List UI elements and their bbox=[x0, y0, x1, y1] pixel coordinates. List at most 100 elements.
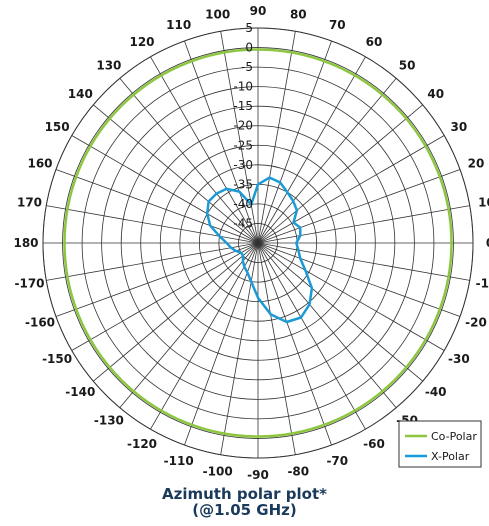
chart-title-block: Azimuth polar plot* (@1.05 GHz) bbox=[0, 486, 489, 518]
grid-spoke bbox=[257, 135, 445, 244]
radial-tick-label: -30 bbox=[233, 158, 253, 172]
grid-ring bbox=[140, 125, 376, 361]
angular-tick-label: 20 bbox=[468, 157, 485, 171]
radial-tick-label: -35 bbox=[233, 177, 253, 191]
grid-spoke bbox=[55, 242, 259, 317]
grid-spoke bbox=[150, 242, 259, 430]
radial-tick-label: -40 bbox=[233, 197, 253, 211]
grid-ring bbox=[159, 144, 357, 342]
grid-ring bbox=[120, 105, 396, 381]
angular-tick-label: 160 bbox=[27, 157, 52, 171]
angular-tick-label: 70 bbox=[329, 18, 346, 32]
angular-tick-label: -70 bbox=[326, 454, 348, 468]
legend-label: X-Polar bbox=[431, 450, 470, 463]
radial-tick-label: -10 bbox=[233, 80, 253, 94]
grid-spoke bbox=[257, 56, 366, 244]
polar-chart: 50-5-10-15-20-25-30-35-40-45 01020304050… bbox=[13, 4, 489, 482]
grid-spoke bbox=[46, 205, 259, 244]
grid-spoke bbox=[220, 31, 259, 244]
angular-tick-label: 10 bbox=[478, 196, 489, 210]
grid-ring bbox=[238, 223, 278, 263]
angular-tick-label: 170 bbox=[17, 196, 42, 210]
grid-ring bbox=[81, 66, 435, 420]
angular-tick-label: 80 bbox=[290, 8, 307, 22]
grid-spoke bbox=[257, 104, 423, 244]
angular-tick-label: 50 bbox=[399, 58, 416, 72]
angular-tick-label: -130 bbox=[94, 414, 124, 428]
grid-ring bbox=[179, 164, 337, 322]
angular-tick-label: -140 bbox=[65, 385, 95, 399]
angular-tick-label: -60 bbox=[363, 437, 385, 451]
angular-tick-label: -10 bbox=[476, 276, 489, 290]
angular-tick-label: 130 bbox=[96, 58, 121, 72]
grid-spoke bbox=[150, 56, 259, 244]
angular-tick-label: 40 bbox=[427, 87, 444, 101]
grid-spoke bbox=[257, 40, 332, 244]
angular-tick-label: -30 bbox=[448, 352, 470, 366]
angular-tick-label: 180 bbox=[13, 236, 38, 250]
legend-box bbox=[398, 420, 482, 468]
grid-spoke bbox=[257, 169, 461, 244]
series-line-x-polar bbox=[205, 176, 314, 324]
grid-spoke bbox=[46, 242, 259, 281]
grid-spoke bbox=[93, 104, 259, 244]
series-line-co-polar bbox=[63, 48, 453, 438]
grid-outer-ring bbox=[42, 27, 474, 459]
grid-spoke bbox=[257, 242, 366, 430]
radial-tick-label: -45 bbox=[233, 216, 253, 230]
angular-tick-label: 110 bbox=[166, 18, 191, 32]
grid-spoke bbox=[184, 242, 259, 446]
grid-spoke bbox=[257, 242, 332, 446]
radial-tick-label: 5 bbox=[245, 21, 253, 35]
grid-spoke bbox=[257, 242, 423, 382]
radial-tick-label: -25 bbox=[233, 138, 253, 152]
grid-spoke bbox=[119, 78, 259, 244]
radial-tick-label: -20 bbox=[233, 119, 253, 133]
angular-tick-label: -150 bbox=[42, 352, 72, 366]
angular-tick-labels: 0102030405060708090100110120130140150160… bbox=[13, 4, 489, 482]
grid-spoke bbox=[257, 31, 296, 244]
angular-tick-label: 140 bbox=[68, 87, 93, 101]
grid-ring bbox=[101, 86, 415, 400]
grid-spoke bbox=[71, 242, 259, 351]
angular-tick-label: 120 bbox=[129, 35, 154, 49]
chart-subtitle: (@1.05 GHz) bbox=[192, 501, 297, 519]
angular-tick-label: -100 bbox=[203, 465, 233, 479]
grid-spoke bbox=[257, 78, 397, 244]
angular-tick-label: -40 bbox=[425, 385, 447, 399]
grid-spoke bbox=[184, 40, 259, 244]
grid-spoke bbox=[71, 135, 259, 244]
radial-tick-label: 0 bbox=[245, 41, 253, 55]
angular-tick-label: -90 bbox=[247, 468, 269, 482]
grid-spoke bbox=[55, 169, 259, 244]
grid-spoke bbox=[257, 242, 461, 317]
angular-tick-label: -170 bbox=[14, 276, 44, 290]
grid-ring bbox=[62, 47, 454, 439]
chart-title: Azimuth polar plot* bbox=[162, 485, 327, 503]
angular-tick-label: -160 bbox=[25, 315, 55, 329]
angular-tick-label: 90 bbox=[250, 4, 267, 18]
series-layer bbox=[63, 48, 453, 438]
polar-grid bbox=[42, 27, 474, 459]
grid-spoke bbox=[257, 205, 470, 244]
angular-tick-label: 60 bbox=[366, 35, 383, 49]
angular-tick-label: -110 bbox=[164, 454, 194, 468]
grid-spoke bbox=[257, 242, 397, 408]
legend-label: Co-Polar bbox=[431, 430, 477, 443]
angular-tick-label: 30 bbox=[451, 120, 468, 134]
grid-spoke bbox=[257, 242, 470, 281]
grid-spoke bbox=[119, 242, 259, 408]
legend: Co-Polar X-Polar bbox=[398, 420, 482, 468]
grid-spoke bbox=[93, 242, 259, 382]
grid-spoke bbox=[257, 242, 445, 351]
angular-tick-label: 150 bbox=[45, 120, 70, 134]
angular-tick-label: -120 bbox=[127, 437, 157, 451]
radial-tick-label: -5 bbox=[241, 60, 253, 74]
angular-tick-label: 0 bbox=[486, 236, 489, 250]
angular-tick-label: -20 bbox=[465, 315, 487, 329]
grid-spoke bbox=[257, 242, 296, 455]
angular-tick-label: -80 bbox=[287, 465, 309, 479]
radial-tick-label: -15 bbox=[233, 99, 253, 113]
radial-tick-labels: 5 0 -5 -10 -15 -20 -25 -30 -35 -40 -45 bbox=[233, 21, 253, 230]
angular-tick-label: 100 bbox=[205, 8, 230, 22]
